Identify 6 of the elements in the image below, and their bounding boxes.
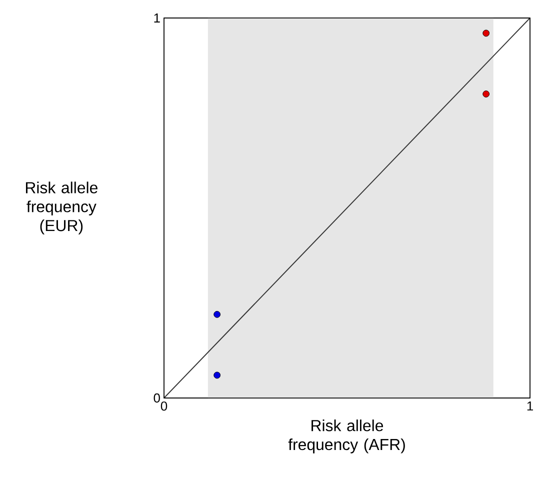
y-axis-title: Risk allele frequency (EUR) — [26, 182, 98, 234]
point — [214, 310, 221, 318]
point — [482, 90, 490, 98]
point — [214, 372, 221, 379]
point — [482, 30, 490, 37]
x-axis-title: Risk allele frequency (AFR) — [288, 420, 405, 454]
